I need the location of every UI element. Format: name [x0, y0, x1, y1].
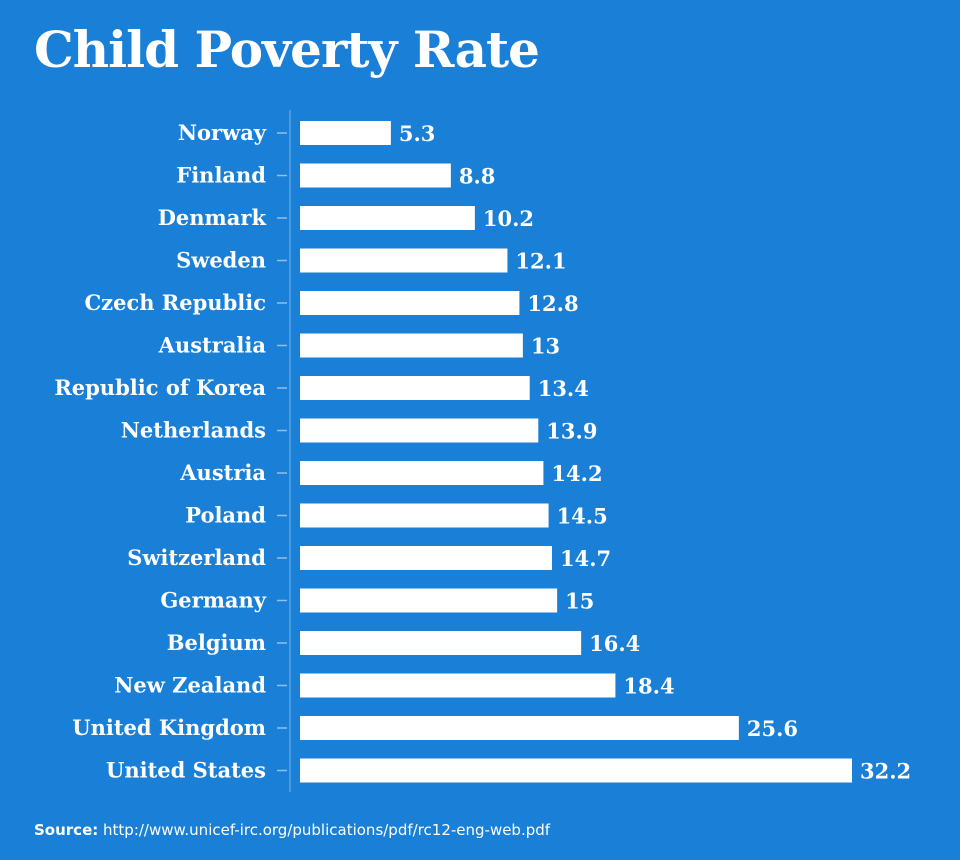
data-label: 18.4	[623, 674, 674, 699]
source-note: Source: http://www.unicef-irc.org/public…	[34, 821, 550, 839]
category-label: Sweden	[176, 248, 266, 273]
data-label: 5.3	[399, 121, 436, 146]
data-label: 12.8	[527, 291, 578, 316]
category-label: Austria	[179, 460, 266, 485]
data-label: 13	[531, 334, 560, 359]
bar	[300, 206, 475, 230]
bar	[300, 758, 852, 783]
bar	[300, 376, 530, 400]
source-label: Source:	[34, 821, 99, 839]
bar	[300, 461, 544, 485]
data-label: 10.2	[483, 206, 534, 231]
category-label: Switzerland	[127, 545, 266, 570]
category-label: Poland	[185, 503, 266, 528]
category-label: Norway	[178, 120, 267, 145]
data-label: 14.5	[557, 504, 608, 529]
category-label: Czech Republic	[84, 290, 266, 315]
data-label: 16.4	[589, 631, 640, 656]
bar	[300, 503, 549, 528]
category-label: Australia	[158, 333, 267, 358]
bar	[300, 588, 558, 613]
data-label: 15	[565, 589, 594, 614]
category-label: Netherlands	[121, 418, 266, 443]
data-label: 32.2	[860, 759, 911, 784]
data-label: 14.2	[551, 461, 602, 486]
data-label: 25.6	[747, 716, 798, 741]
bar	[300, 333, 523, 358]
category-label: New Zealand	[114, 673, 266, 698]
data-label: 14.7	[560, 546, 611, 571]
bar	[300, 163, 451, 188]
category-label: Denmark	[158, 205, 267, 230]
bar	[300, 546, 552, 570]
data-label: 8.8	[459, 164, 496, 189]
bar	[300, 631, 582, 655]
chart-title: Child Poverty Rate	[34, 20, 540, 79]
category-label: Republic of Korea	[54, 375, 266, 400]
category-label: Finland	[176, 163, 266, 188]
data-label: 13.9	[546, 419, 597, 444]
bar	[300, 673, 616, 698]
category-label: Belgium	[167, 630, 266, 655]
bar	[300, 121, 391, 145]
data-label: 13.4	[538, 376, 589, 401]
category-label: United States	[106, 758, 266, 783]
category-label: Germany	[160, 588, 266, 613]
bar	[300, 716, 739, 740]
source-url[interactable]: http://www.unicef-irc.org/publications/p…	[103, 821, 551, 839]
data-label: 12.1	[515, 249, 566, 274]
bar	[300, 291, 520, 315]
bar	[300, 248, 508, 273]
category-label: United Kingdom	[72, 715, 266, 740]
bar	[300, 418, 539, 443]
